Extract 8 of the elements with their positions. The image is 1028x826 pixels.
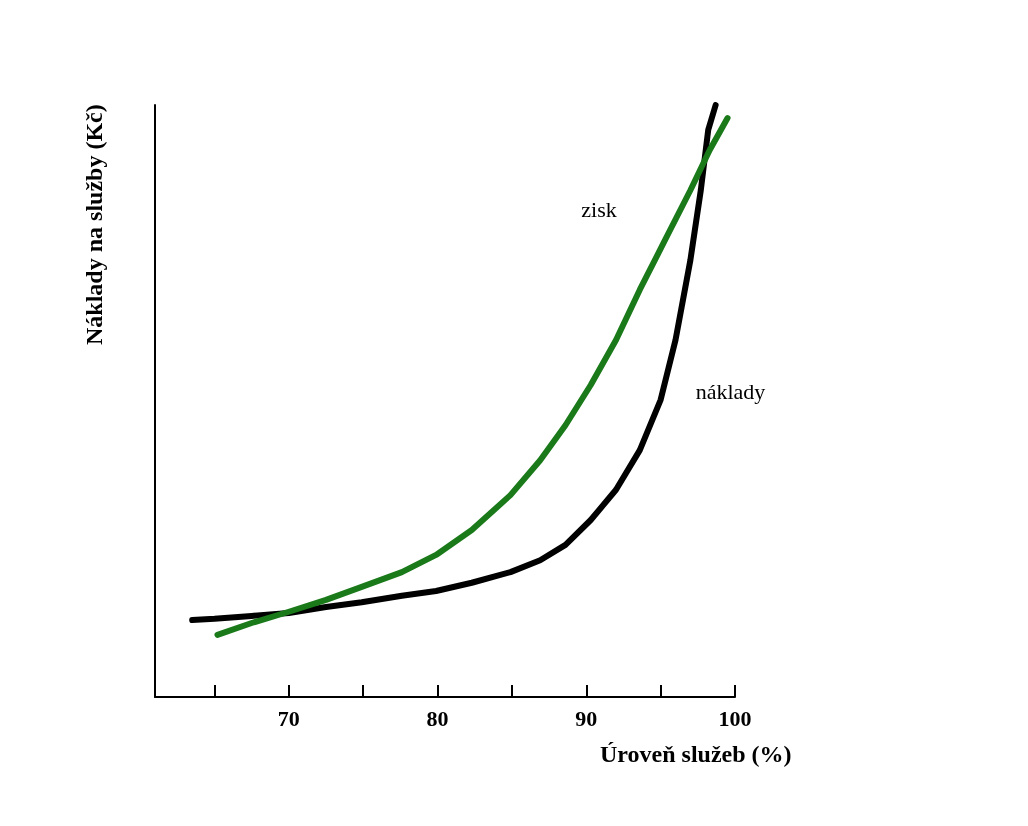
x-tick-label: 70 bbox=[277, 705, 300, 731]
x-tick-label: 90 bbox=[575, 705, 598, 731]
text: zisk bbox=[581, 196, 617, 222]
x-tick-label: 100 bbox=[718, 705, 752, 731]
y-axis-title: Náklady na služby (Kč) bbox=[81, 104, 107, 345]
x-tick-label: 80 bbox=[426, 705, 449, 731]
x-axis-title: Úroveň služeb (%) bbox=[600, 741, 792, 767]
series-label: náklady bbox=[695, 379, 766, 405]
